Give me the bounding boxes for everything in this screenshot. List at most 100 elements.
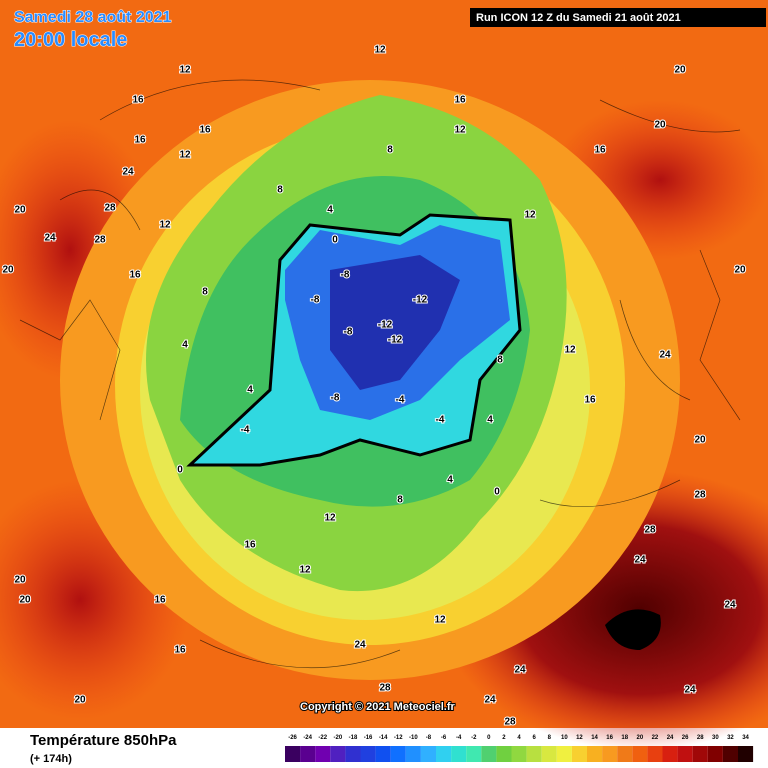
isotherm-label: -12 <box>388 335 403 346</box>
isotherm-label: 20 <box>19 595 31 606</box>
legend-swatch <box>481 746 497 762</box>
isotherm-label: -8 <box>341 270 350 281</box>
legend-swatch <box>390 746 406 762</box>
isotherm-label: -8 <box>331 393 340 404</box>
isotherm-label: 16 <box>132 95 144 106</box>
legend-label: 14 <box>591 735 598 741</box>
legend-label: -24 <box>303 735 312 741</box>
legend-label: 6 <box>532 735 536 741</box>
isotherm-label: 28 <box>104 203 116 214</box>
legend-label: -18 <box>349 735 358 741</box>
isotherm-label: 12 <box>434 615 446 626</box>
isotherm-label: 0 <box>177 465 183 476</box>
footer-lead: (+ 174h) <box>30 753 72 765</box>
isotherm-label: -4 <box>436 415 445 426</box>
isotherm-label: 24 <box>122 167 134 178</box>
isotherm-label: 28 <box>644 525 656 536</box>
isotherm-label: 8 <box>497 355 503 366</box>
legend-swatch <box>405 746 421 762</box>
isotherm-label: 8 <box>397 495 403 506</box>
legend-swatch <box>451 746 467 762</box>
legend-label: 8 <box>548 735 552 741</box>
legend-swatch <box>617 746 633 762</box>
isotherm-label: 16 <box>199 125 211 136</box>
isotherm-label: 4 <box>487 415 493 426</box>
legend-label: 24 <box>667 735 674 741</box>
legend-swatch <box>285 746 301 762</box>
map <box>0 0 768 750</box>
color-legend: -26 -24 -22 -20 -18 -16 -14 -12 -10 -8 -6 -4 -2 0 2 4 6 8… <box>285 735 754 762</box>
isotherm-label: 28 <box>379 683 391 694</box>
legend-swatch <box>375 746 391 762</box>
isotherm-label: -8 <box>311 295 320 306</box>
legend-label: -20 <box>334 735 343 741</box>
isotherm-label: 12 <box>324 513 336 524</box>
legend-label: -4 <box>456 735 462 741</box>
footer-title: Température 850hPa <box>30 732 177 749</box>
isotherm-label: 12 <box>454 125 466 136</box>
legend-swatch <box>436 746 452 762</box>
isotherm-label: 24 <box>514 665 526 676</box>
legend-swatch <box>692 746 708 762</box>
legend-label: 34 <box>742 735 749 741</box>
legend-label: 18 <box>621 735 628 741</box>
isotherm-label: 0 <box>332 235 338 246</box>
isotherm-label: 16 <box>174 645 186 656</box>
legend-label: 22 <box>652 735 659 741</box>
legend-swatch <box>738 746 754 762</box>
isotherm-label: 4 <box>447 475 453 486</box>
legend-swatch <box>571 746 587 762</box>
legend-swatch <box>647 746 663 762</box>
legend-label: -16 <box>364 735 373 741</box>
isotherm-label: -12 <box>413 295 428 306</box>
legend-swatch <box>466 746 482 762</box>
isotherm-label: 24 <box>44 233 56 244</box>
isotherm-label: 16 <box>154 595 166 606</box>
legend-swatch <box>602 746 618 762</box>
isotherm-label: 24 <box>634 555 646 566</box>
isotherm-label: 4 <box>247 385 253 396</box>
isotherm-label: 4 <box>327 205 333 216</box>
isotherm-labels: 12 16 20 12 16 16 24 28 28 24 20 16 12 8 4 4 8 12 12 16 20 20… <box>1 44 747 729</box>
isotherm-label: 20 <box>734 265 746 276</box>
legend-label: -6 <box>441 735 447 741</box>
isotherm-label: 12 <box>179 65 191 76</box>
legend-swatch <box>360 746 376 762</box>
legend-swatch <box>587 746 603 762</box>
isotherm-label: 28 <box>504 717 516 728</box>
legend-label: -12 <box>394 735 403 741</box>
run-info: Run ICON 12 Z du Samedi 21 août 2021 <box>476 12 681 24</box>
legend-label: -14 <box>379 735 388 741</box>
legend-swatch <box>345 746 361 762</box>
legend-label: 10 <box>561 735 568 741</box>
legend-label: 0 <box>487 735 491 741</box>
isotherm-label: 16 <box>584 395 596 406</box>
legend-label: -10 <box>409 735 418 741</box>
legend-swatch <box>300 746 316 762</box>
isotherm-label: 12 <box>299 565 311 576</box>
legend-swatch <box>707 746 723 762</box>
isotherm-label: 8 <box>277 185 283 196</box>
legend-label: 12 <box>576 735 583 741</box>
legend-swatch <box>526 746 542 762</box>
legend-label: 32 <box>727 735 734 741</box>
local-time: 20:00 locale <box>14 29 127 51</box>
isotherm-label: 20 <box>14 575 26 586</box>
isotherm-label: 16 <box>454 95 466 106</box>
isotherm-label: 24 <box>659 350 671 361</box>
isotherm-label: 24 <box>724 600 736 611</box>
legend-label: 30 <box>712 735 719 741</box>
legend-swatch <box>662 746 678 762</box>
legend-label: -26 <box>288 735 297 741</box>
isotherm-label: -8 <box>344 327 353 338</box>
isotherm-label: 20 <box>674 65 686 76</box>
isotherm-label: 20 <box>14 205 26 216</box>
legend-swatch <box>722 746 738 762</box>
isotherm-label: 20 <box>2 265 14 276</box>
run-box <box>470 8 766 27</box>
isotherm-label: 16 <box>129 270 141 281</box>
copyright: Copyright © 2021 Meteociel.fr <box>300 701 456 713</box>
isotherm-label: 28 <box>94 235 106 246</box>
legend-swatch <box>556 746 572 762</box>
